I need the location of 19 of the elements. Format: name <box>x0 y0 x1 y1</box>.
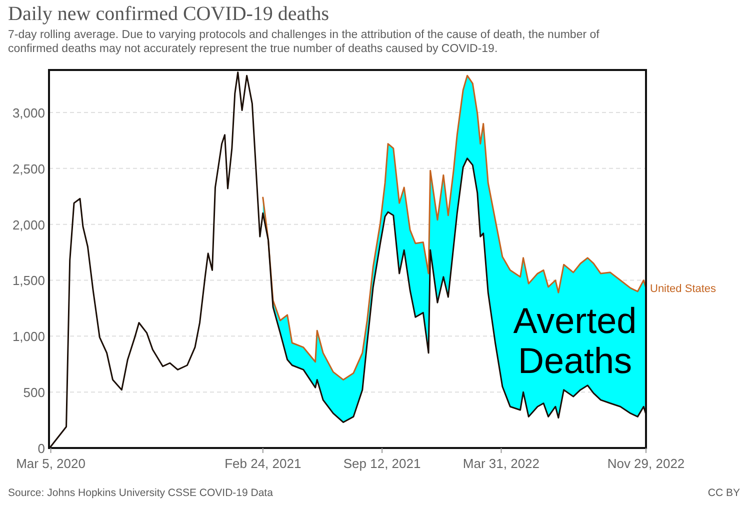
y-tick-label: 1,000 <box>12 329 45 344</box>
y-tick-label: 2,000 <box>12 217 45 232</box>
x-tick-label: Mar 5, 2020 <box>16 456 86 471</box>
y-tick-label: 1,500 <box>12 273 45 288</box>
text: CC BY <box>708 487 740 499</box>
y-tick-label: 3,000 <box>12 105 45 120</box>
annotation: Averted Deaths <box>513 300 637 381</box>
line-series <box>48 71 647 449</box>
chart-subtitle: 7-day rolling average. Due to varying protocols and challenges in the attribution of the cause of death, the number of confirmed deaths may not accurately represent the true number of deaths caused by COVID-19. <box>8 29 600 55</box>
x-tick-label: Mar 31, 2022 <box>462 456 540 471</box>
chart-title: Daily new confirmed COVID-19 deaths <box>8 3 330 25</box>
source-note: Source: Johns Hopkins University CSSE COVID-19 Data <box>8 487 274 499</box>
x-tick-label: Sep 12, 2021 <box>343 456 421 471</box>
y-tick-label: 0 <box>38 441 45 456</box>
x-tick-label: Feb 24, 2021 <box>224 456 302 471</box>
y-tick-label: 500 <box>23 385 45 400</box>
y-tick-label: 2,500 <box>12 161 45 176</box>
series-label: United States <box>650 283 717 296</box>
x-tick-label: Nov 29, 2022 <box>607 456 685 471</box>
